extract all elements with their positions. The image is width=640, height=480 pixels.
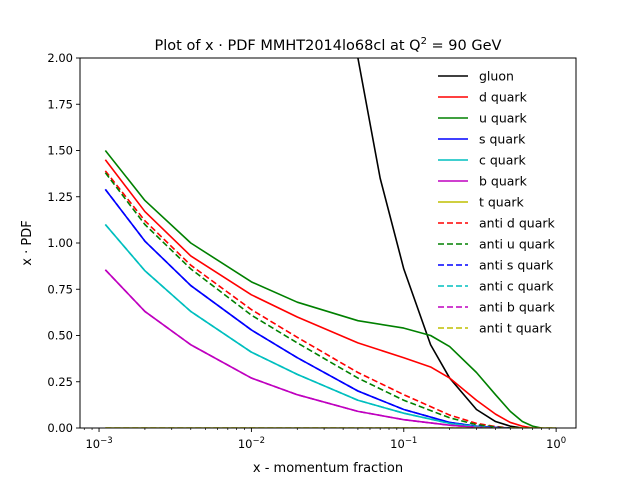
legend-label-t-quark: t quark: [479, 195, 525, 210]
legend: gluon d quark u quark s quark c quark b quark…: [438, 69, 555, 336]
series-line-anti-u-quark: [104, 172, 511, 428]
x-axis-label: x - momentum fraction: [253, 461, 403, 476]
x-tick-label-base: 10: [238, 437, 253, 451]
y-tick-label: 1.75: [47, 97, 73, 111]
x-tick-label: 10−2: [238, 436, 265, 451]
y-tick-label: 0.50: [47, 329, 73, 343]
chart-title-tail: = 90 GeV: [427, 38, 502, 54]
chart-title-superscript: 2: [421, 36, 427, 47]
chart-title-main: Plot of x · PDF MMHT2014lo68cl at Q: [155, 38, 421, 54]
legend-label-anti-b-quark: anti b quark: [479, 300, 555, 315]
series-line-u-quark: [104, 150, 542, 428]
plot-area: [104, 58, 557, 428]
legend-label-d-quark: d quark: [479, 90, 528, 105]
x-tick-label-base: 10: [546, 437, 561, 451]
x-tick-label: 10−1: [390, 436, 417, 451]
series-line-anti-d-quark: [104, 170, 511, 428]
x-tick-label: 100: [546, 436, 566, 451]
y-axis: 0.00 0.25 0.50 0.75 1.00 1.25 1.50 1.75 2.00: [47, 51, 80, 435]
chart-title: Plot of x · PDF MMHT2014lo68cl at Q2 = 9…: [155, 36, 502, 54]
x-tick-label-exponent: −3: [100, 436, 113, 446]
x-tick-label-exponent: 0: [561, 436, 566, 446]
legend-label-c-quark: c quark: [479, 153, 527, 168]
x-tick-label-exponent: −2: [252, 436, 265, 446]
legend-label-anti-s-quark: anti s quark: [479, 258, 554, 273]
y-tick-label: 1.50: [47, 144, 73, 158]
x-tick-label-exponent: −1: [405, 436, 418, 446]
y-tick-label: 0.75: [47, 282, 73, 296]
series-line-anti-s-quark: [104, 188, 511, 428]
legend-label-s-quark: s quark: [479, 132, 526, 147]
y-tick-label: 0.25: [47, 375, 73, 389]
y-tick-label: 2.00: [47, 51, 73, 65]
x-tick-label-base: 10: [85, 437, 100, 451]
series-line-anti-c-quark: [104, 223, 496, 428]
legend-label-u-quark: u quark: [479, 111, 528, 126]
x-tick-label-base: 10: [390, 437, 405, 451]
axes-frame: [79, 57, 577, 429]
legend-label-anti-c-quark: anti c quark: [479, 279, 554, 294]
y-tick-label: 1.25: [47, 190, 73, 204]
legend-label-anti-d-quark: anti d quark: [479, 216, 555, 231]
legend-label-anti-t-quark: anti t quark: [479, 321, 552, 336]
y-tick-label: 1.00: [47, 236, 73, 250]
y-tick-label: 0.00: [47, 421, 73, 435]
x-tick-label: 10−3: [85, 436, 112, 451]
legend-label-gluon: gluon: [479, 69, 514, 84]
legend-label-b-quark: b quark: [479, 174, 528, 189]
series-line-d-quark: [104, 159, 533, 428]
y-axis-label: x · PDF: [20, 220, 35, 265]
legend-label-anti-u-quark: anti u quark: [479, 237, 555, 252]
series-line-anti-b-quark: [104, 269, 496, 428]
